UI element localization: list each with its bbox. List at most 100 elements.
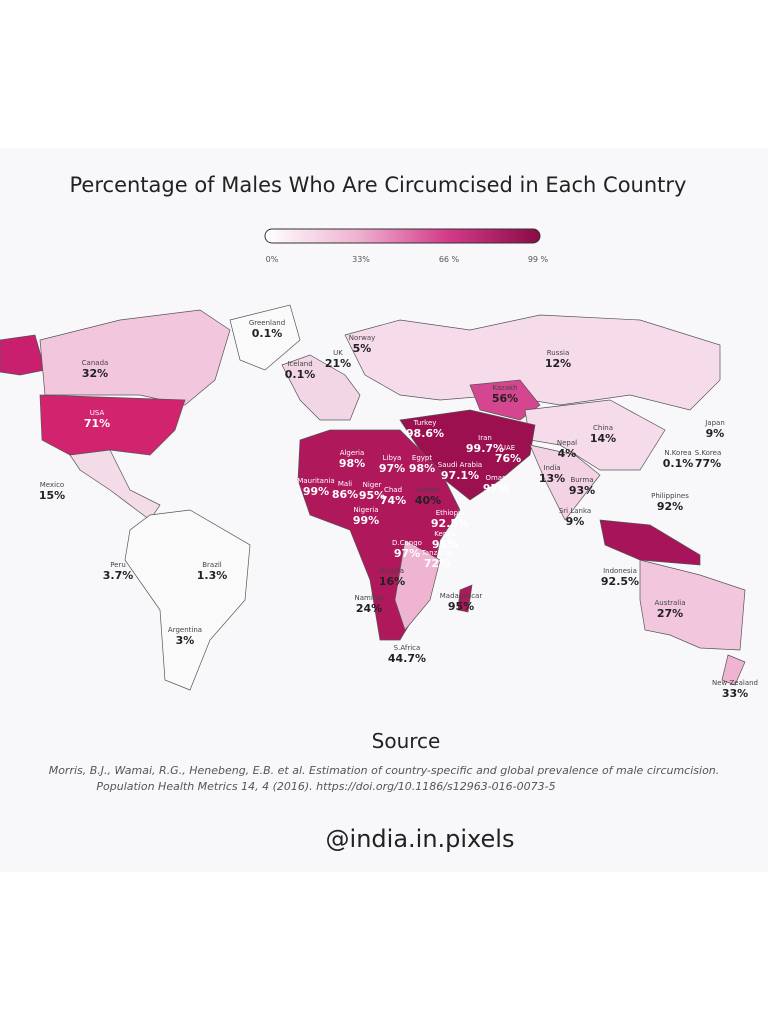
country-value: 92%: [657, 500, 683, 513]
country-value: 92.5%: [431, 517, 469, 530]
country-name: Tanzania: [421, 549, 452, 557]
country-value: 0.1%: [663, 457, 694, 470]
country-value: 5%: [353, 342, 372, 355]
country-value: 21%: [325, 357, 351, 370]
country-value: 44.7%: [388, 652, 426, 665]
country-name: Kazakh: [492, 384, 517, 392]
country-value: 91%: [432, 538, 458, 551]
country-value: 15%: [39, 489, 65, 502]
country-value: 9%: [566, 515, 585, 528]
handle: @india.in.pixels: [326, 825, 515, 853]
country-value: 76%: [495, 452, 521, 465]
country-value: 12%: [545, 357, 571, 370]
country-name: Argentina: [168, 626, 202, 634]
country-value: 74%: [380, 494, 406, 507]
country-name: Japan: [704, 419, 725, 427]
landmasses: [0, 304, 746, 691]
country-name: Peru: [110, 561, 126, 569]
country-name: S.Africa: [394, 644, 421, 652]
country-value: 99.7%: [466, 442, 504, 455]
country-value: 95%: [359, 489, 385, 502]
country-name: Nigeria: [353, 506, 378, 514]
country-value: 97%: [379, 462, 405, 475]
country-value: 16%: [379, 575, 405, 588]
country-value: 98.6%: [406, 427, 444, 440]
country-value: 99%: [353, 514, 379, 527]
country-name: Russia: [547, 349, 570, 357]
legend-tick: 99 %: [528, 255, 549, 264]
country-value: 97%: [394, 547, 420, 560]
country-name: Norway: [349, 334, 376, 342]
country-name: Sudan: [417, 486, 439, 494]
country-name: Oman: [485, 474, 506, 482]
title: Percentage of Males Who Are Circumcised …: [70, 173, 687, 197]
country-value: 98%: [409, 462, 435, 475]
country-value: 0.1%: [285, 368, 316, 381]
country-name: UK: [333, 349, 343, 357]
legend-tick: 0%: [266, 255, 279, 264]
source-heading: Source: [372, 729, 441, 753]
country-name: Canada: [82, 359, 109, 367]
country-value: 71%: [84, 417, 110, 430]
country-name: Namibia: [355, 594, 384, 602]
country-value: 72%: [424, 557, 450, 570]
country-value: 97.1%: [441, 469, 479, 482]
country-name: Saudi Arabia: [438, 461, 482, 469]
country-name: UAE: [501, 444, 515, 452]
country-value: 86%: [332, 488, 358, 501]
country-name: Iran: [478, 434, 492, 442]
country-name: Iceland: [287, 360, 312, 368]
country-value: 3.7%: [103, 569, 134, 582]
country-name: Nepal: [557, 439, 577, 447]
country-name: Niger: [363, 481, 382, 489]
country-value: 97%: [483, 482, 509, 495]
country-value: 13%: [539, 472, 565, 485]
country-name: India: [543, 464, 560, 472]
country-value: 4%: [558, 447, 577, 460]
citation: Morris, B.J., Wamai, R.G., Henebeng, E.B…: [49, 764, 720, 777]
country-value: 93%: [569, 484, 595, 497]
country-name: Philippines: [651, 492, 689, 500]
country-name: Libya: [383, 454, 402, 462]
legend-tick: 66 %: [439, 255, 460, 264]
citation: Population Health Metrics 14, 4 (2016). …: [96, 780, 555, 793]
country-name: Greenland: [249, 319, 285, 327]
country-name: Chad: [384, 486, 402, 494]
country-value: 32%: [82, 367, 108, 380]
country-name: Kenya: [434, 530, 455, 538]
country-value: 33%: [722, 687, 748, 700]
country-value: 92.5%: [601, 575, 639, 588]
country-value: 95%: [448, 600, 474, 613]
